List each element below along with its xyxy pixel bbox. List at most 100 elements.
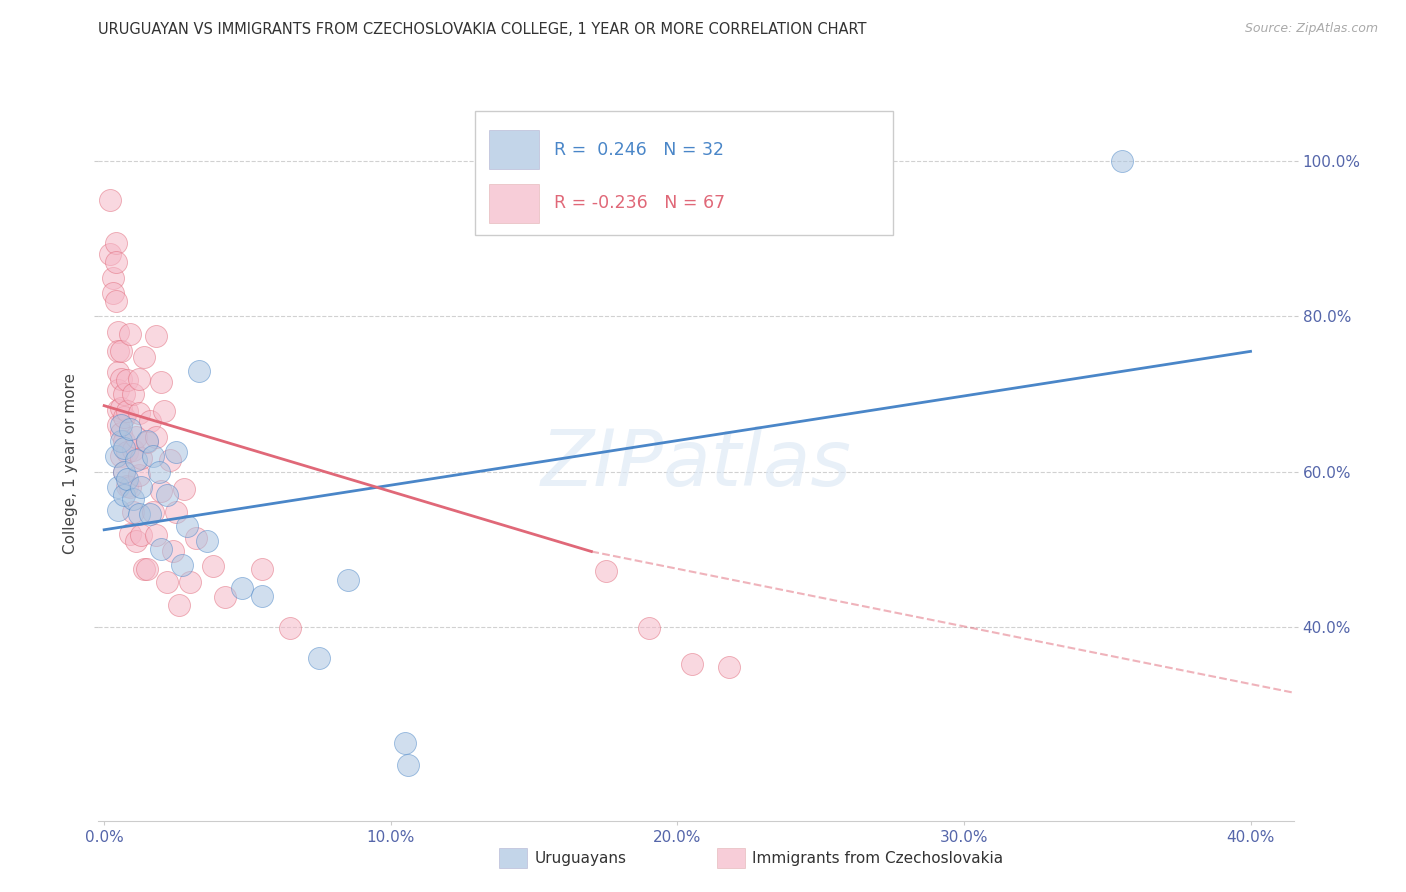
Point (104, 449, 127, 463)
Point (110, 401, 132, 415)
Point (179, 574, 201, 589)
Point (112, 442, 135, 456)
Point (336, 573, 359, 587)
Point (717, 660, 740, 674)
Point (112, 465, 135, 479)
Text: Uruguayans: Uruguayans (534, 851, 626, 865)
Point (134, 350, 156, 364)
Point (131, 528, 153, 542)
FancyBboxPatch shape (489, 184, 540, 223)
Point (128, 468, 150, 483)
Point (165, 445, 187, 459)
Text: URUGUAYAN VS IMMIGRANTS FROM CZECHOSLOVAKIA COLLEGE, 1 YEAR OR MORE CORRELATION : URUGUAYAN VS IMMIGRANTS FROM CZECHOSLOVA… (98, 22, 868, 37)
Point (231, 581, 253, 595)
Point (115, 472, 138, 486)
Point (107, 402, 129, 417)
Point (159, 453, 181, 467)
Point (115, 445, 138, 459)
Point (195, 534, 218, 549)
Point (98, 193, 121, 207)
Point (107, 503, 129, 517)
Point (131, 480, 153, 494)
Point (107, 383, 129, 397)
Point (107, 418, 129, 433)
Point (112, 465, 135, 479)
Point (176, 519, 198, 533)
Point (681, 657, 703, 671)
Point (110, 434, 132, 448)
Point (121, 387, 143, 401)
Text: Source: ZipAtlas.com: Source: ZipAtlas.com (1244, 22, 1378, 36)
FancyBboxPatch shape (489, 130, 540, 169)
FancyBboxPatch shape (475, 111, 893, 235)
Point (110, 371, 132, 385)
Point (118, 422, 141, 436)
Point (202, 559, 225, 574)
Point (121, 442, 143, 457)
Bar (499, 848, 527, 868)
Point (128, 371, 150, 385)
Point (153, 404, 176, 418)
Point (104, 255, 127, 269)
Point (214, 591, 236, 605)
Point (250, 561, 273, 575)
Point (107, 325, 129, 339)
Point (142, 505, 165, 519)
Point (134, 561, 156, 575)
Point (173, 482, 195, 496)
Point (110, 425, 132, 440)
Point (184, 531, 207, 545)
Point (121, 491, 143, 506)
Point (124, 430, 146, 444)
Point (128, 406, 150, 420)
Text: ZIPatlas: ZIPatlas (540, 425, 852, 502)
Y-axis label: College, 1 year or more: College, 1 year or more (63, 374, 79, 554)
Point (394, 736, 416, 750)
Point (118, 326, 141, 341)
Point (167, 598, 190, 612)
Point (115, 373, 138, 387)
Point (110, 344, 132, 359)
Point (98, 247, 121, 261)
Point (112, 410, 135, 425)
Point (139, 414, 162, 428)
Point (139, 508, 162, 522)
Point (124, 534, 146, 549)
Point (110, 418, 132, 433)
Point (150, 483, 173, 498)
Point (124, 453, 146, 467)
Point (104, 293, 127, 308)
Point (112, 434, 135, 448)
Point (142, 449, 165, 463)
Point (156, 488, 179, 502)
Point (1111, 154, 1133, 169)
Text: R = -0.236   N = 67: R = -0.236 N = 67 (554, 194, 725, 212)
Point (136, 561, 159, 575)
Point (145, 430, 167, 444)
Point (118, 480, 141, 494)
Point (308, 650, 330, 665)
Point (595, 564, 617, 578)
Point (101, 270, 124, 285)
Point (115, 478, 138, 492)
Point (107, 365, 129, 379)
Point (145, 528, 167, 542)
Point (156, 574, 179, 589)
Point (165, 505, 187, 519)
Bar (717, 848, 745, 868)
Point (170, 558, 193, 572)
Point (136, 435, 159, 450)
Point (107, 480, 129, 494)
Point (637, 621, 659, 635)
Text: R =  0.246   N = 32: R = 0.246 N = 32 (554, 141, 724, 159)
Point (112, 488, 135, 502)
Point (128, 508, 150, 522)
Point (121, 505, 143, 519)
Point (107, 344, 129, 359)
Point (187, 364, 209, 378)
Point (136, 434, 159, 448)
Point (115, 404, 138, 418)
Point (131, 450, 153, 465)
Point (110, 449, 132, 463)
Point (396, 757, 419, 772)
